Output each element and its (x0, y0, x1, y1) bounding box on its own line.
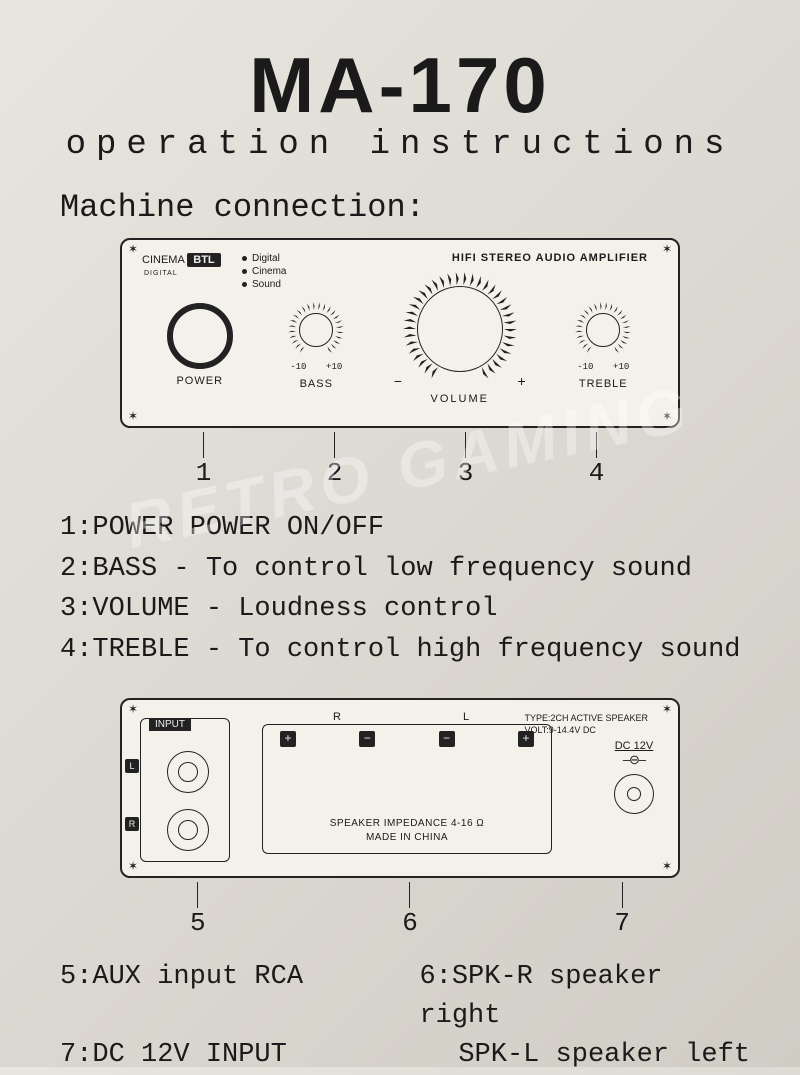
volume-knob-group: −+ VOLUME (400, 285, 520, 405)
bass-knob-group: -10 +10 BASS (286, 300, 346, 390)
def-2: 2:BASS - To control low frequency sound (60, 549, 750, 590)
brand-cinema: CINEMA (142, 254, 184, 266)
badge-r: R (125, 817, 139, 831)
bass-label: BASS (286, 378, 346, 390)
screw-icon: ✶ (662, 702, 672, 717)
rear-definitions: 5:AUX input RCA 6:SPK-R speaker right 7:… (60, 958, 750, 1075)
screw-icon: ✶ (662, 242, 672, 257)
treble-label: TREBLE (573, 378, 633, 390)
power-label: POWER (167, 375, 233, 387)
rear-panel-diagram: ✶ ✶ ✶ ✶ INPUT L R TYPE:2CH ACTIVE SPEAKE… (120, 698, 680, 878)
impedance-label: SPEAKER IMPEDANCE 4-16 Ω (263, 817, 551, 831)
def-6b: SPK-L speaker left (426, 1036, 750, 1075)
vol-plus: + (517, 375, 525, 391)
power-knob-icon (167, 303, 233, 369)
bass-lo: -10 (290, 362, 306, 372)
screw-icon: ✶ (128, 409, 138, 424)
volume-label: VOLUME (400, 393, 520, 405)
section-heading: Machine connection: (60, 189, 750, 226)
treble-lo: -10 (577, 362, 593, 372)
speaker-box: R L + − − + SPEAKER IMPEDANCE 4-16 Ω MAD… (262, 724, 552, 854)
callout-4: 4 (589, 458, 605, 488)
callout-1: 1 (196, 458, 212, 488)
product-title: MA-170 (50, 40, 750, 131)
dc-polarity-icon: –⊖– (623, 752, 645, 767)
badge-l: L (125, 759, 139, 773)
callout-3: 3 (458, 458, 474, 488)
dc-block: DC 12V –⊖– (614, 740, 654, 814)
treble-knob-icon (573, 300, 633, 360)
treble-knob-group: -10 +10 TREBLE (573, 300, 633, 390)
rca-jack-r-icon (167, 809, 209, 851)
front-callouts: 1 2 3 4 (120, 432, 680, 488)
def-7: 7:DC 12V INPUT (60, 1036, 426, 1075)
terminal-l-label: L (463, 711, 469, 723)
subtitle: operation instructions (50, 126, 750, 164)
rca-jack-l-icon (167, 751, 209, 793)
def-3: 3:VOLUME - Loudness control (60, 589, 750, 630)
terminal-plus-icon: + (518, 731, 534, 747)
terminal-r-label: R (333, 711, 341, 723)
callout-2: 2 (327, 458, 343, 488)
terminal-plus-icon: + (280, 731, 296, 747)
brand-digital: DIGITAL (144, 270, 178, 277)
dc-label: DC 12V (615, 740, 654, 752)
callout-6: 6 (402, 908, 418, 938)
screw-icon: ✶ (128, 242, 138, 257)
front-panel-diagram: ✶ ✶ ✶ ✶ CINEMA BTL DIGITAL Digital Cinem… (120, 238, 680, 428)
treble-hi: +10 (613, 362, 629, 372)
brand-block: CINEMA BTL DIGITAL (142, 254, 221, 278)
vol-minus: − (394, 375, 402, 391)
def-4: 4:TREBLE - To control high frequency sou… (60, 630, 750, 671)
dc-jack-icon (614, 774, 654, 814)
callout-7: 7 (614, 908, 630, 938)
input-label: INPUT (149, 718, 191, 731)
dcs-digital: Digital (252, 253, 280, 264)
power-knob-group: POWER (167, 303, 233, 387)
terminal-minus-icon: − (359, 731, 375, 747)
volume-knob-icon: −+ (400, 269, 520, 389)
def-1: 1:POWER POWER ON/OFF (60, 508, 750, 549)
input-box: INPUT L R (140, 718, 230, 862)
rear-callouts: 5 6 7 (120, 882, 680, 938)
screw-icon: ✶ (128, 859, 138, 874)
dcs-cinema: Cinema (252, 266, 286, 277)
screw-icon: ✶ (662, 859, 672, 874)
screw-icon: ✶ (128, 702, 138, 717)
brand-btl: BTL (187, 253, 220, 267)
front-definitions: 1:POWER POWER ON/OFF 2:BASS - To control… (60, 508, 750, 670)
def-5: 5:AUX input RCA (60, 958, 419, 1036)
bass-hi: +10 (326, 362, 342, 372)
type-label: TYPE:2CH ACTIVE SPEAKER (524, 712, 648, 724)
terminal-minus-icon: − (439, 731, 455, 747)
callout-5: 5 (190, 908, 206, 938)
made-in-label: MADE IN CHINA (263, 831, 551, 845)
def-6: 6:SPK-R speaker right (419, 958, 750, 1036)
hifi-label: HIFI STEREO AUDIO AMPLIFIER (452, 252, 648, 264)
bass-knob-icon (286, 300, 346, 360)
screw-icon: ✶ (662, 409, 672, 424)
